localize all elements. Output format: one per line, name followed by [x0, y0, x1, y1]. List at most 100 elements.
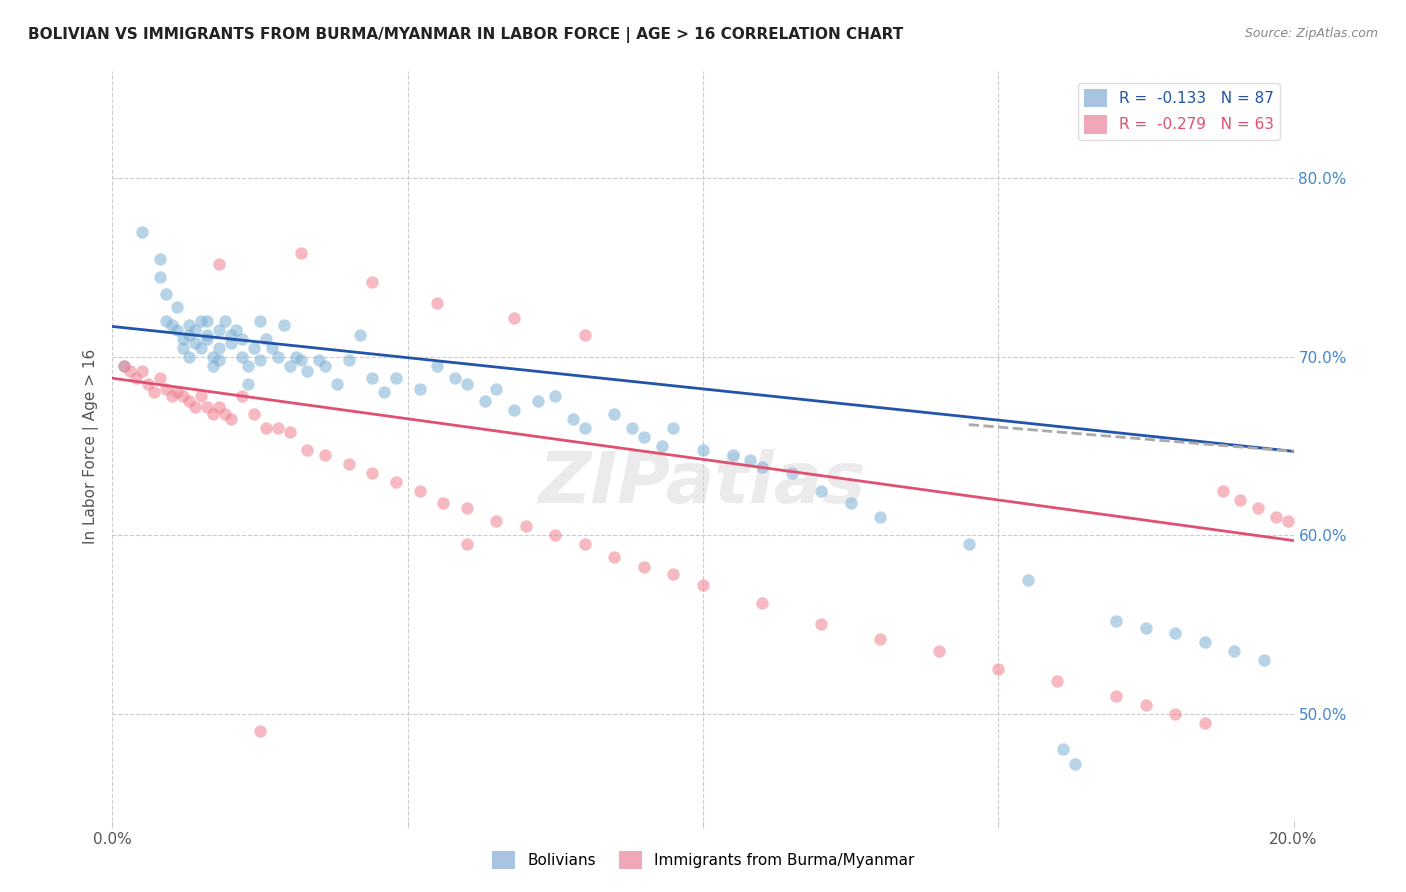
Point: [1135, 698, 1157, 712]
Point: [1105, 689, 1128, 703]
Point: [373, 385, 395, 400]
Y-axis label: In Labor Force | Age > 16: In Labor Force | Age > 16: [83, 349, 98, 543]
Point: [231, 389, 253, 403]
Point: [219, 412, 242, 426]
Point: [361, 466, 384, 480]
Point: [1229, 492, 1251, 507]
Point: [195, 400, 218, 414]
Point: [1064, 756, 1087, 771]
Point: [190, 389, 212, 403]
Point: [810, 483, 832, 498]
Point: [201, 359, 224, 373]
Point: [243, 341, 266, 355]
Point: [136, 376, 159, 391]
Point: [326, 376, 349, 391]
Point: [273, 318, 295, 332]
Point: [1264, 510, 1286, 524]
Point: [214, 314, 236, 328]
Point: [249, 314, 271, 328]
Legend: Bolivians, Immigrants from Burma/Myanmar: Bolivians, Immigrants from Burma/Myanmar: [486, 845, 920, 875]
Point: [1164, 706, 1187, 721]
Point: [562, 412, 585, 426]
Point: [243, 407, 266, 421]
Point: [385, 371, 408, 385]
Point: [179, 328, 201, 343]
Point: [166, 300, 188, 314]
Point: [120, 364, 142, 378]
Point: [267, 421, 290, 435]
Point: [238, 376, 260, 391]
Point: [544, 528, 567, 542]
Point: [662, 421, 685, 435]
Point: [692, 578, 714, 592]
Point: [751, 596, 773, 610]
Point: [515, 519, 537, 533]
Point: [131, 225, 153, 239]
Point: [361, 371, 384, 385]
Point: [1194, 635, 1216, 649]
Point: [172, 389, 194, 403]
Point: [254, 332, 277, 346]
Point: [195, 314, 218, 328]
Point: [526, 394, 548, 409]
Point: [1277, 514, 1299, 528]
Point: [721, 448, 744, 462]
Point: [267, 350, 290, 364]
Point: [166, 323, 188, 337]
Point: [314, 448, 336, 462]
Point: [957, 537, 980, 551]
Point: [1247, 501, 1270, 516]
Point: [208, 400, 231, 414]
Point: [740, 453, 762, 467]
Point: [426, 296, 449, 310]
Point: [260, 341, 283, 355]
Point: [408, 483, 430, 498]
Point: [179, 394, 201, 409]
Point: [131, 364, 153, 378]
Point: [662, 567, 685, 582]
Point: [208, 323, 231, 337]
Point: [444, 371, 467, 385]
Point: [166, 385, 188, 400]
Point: [112, 359, 135, 373]
Point: [278, 425, 301, 439]
Point: [426, 359, 449, 373]
Point: [190, 341, 212, 355]
Point: [290, 246, 312, 260]
Point: [208, 257, 231, 271]
Point: [231, 332, 253, 346]
Point: [297, 364, 319, 378]
Point: [474, 394, 496, 409]
Point: [155, 287, 177, 301]
Point: [574, 328, 596, 343]
Point: [485, 514, 508, 528]
Point: [195, 332, 218, 346]
Text: ZIPatlas: ZIPatlas: [540, 449, 866, 518]
Point: [278, 359, 301, 373]
Point: [179, 350, 201, 364]
Point: [869, 510, 891, 524]
Point: [219, 335, 242, 350]
Point: [190, 314, 212, 328]
Point: [432, 496, 454, 510]
Point: [160, 318, 183, 332]
Point: [249, 353, 271, 368]
Legend: R =  -0.133   N = 87, R =  -0.279   N = 63: R = -0.133 N = 87, R = -0.279 N = 63: [1077, 83, 1279, 140]
Point: [408, 382, 430, 396]
Point: [810, 617, 832, 632]
Point: [231, 350, 253, 364]
Point: [456, 376, 478, 391]
Point: [1223, 644, 1246, 658]
Point: [1017, 573, 1039, 587]
Point: [751, 460, 773, 475]
Point: [1212, 483, 1234, 498]
Point: [651, 439, 673, 453]
Point: [112, 359, 135, 373]
Point: [503, 310, 526, 325]
Point: [503, 403, 526, 417]
Point: [1052, 742, 1074, 756]
Point: [574, 421, 596, 435]
Point: [208, 341, 231, 355]
Point: [603, 407, 626, 421]
Point: [214, 407, 236, 421]
